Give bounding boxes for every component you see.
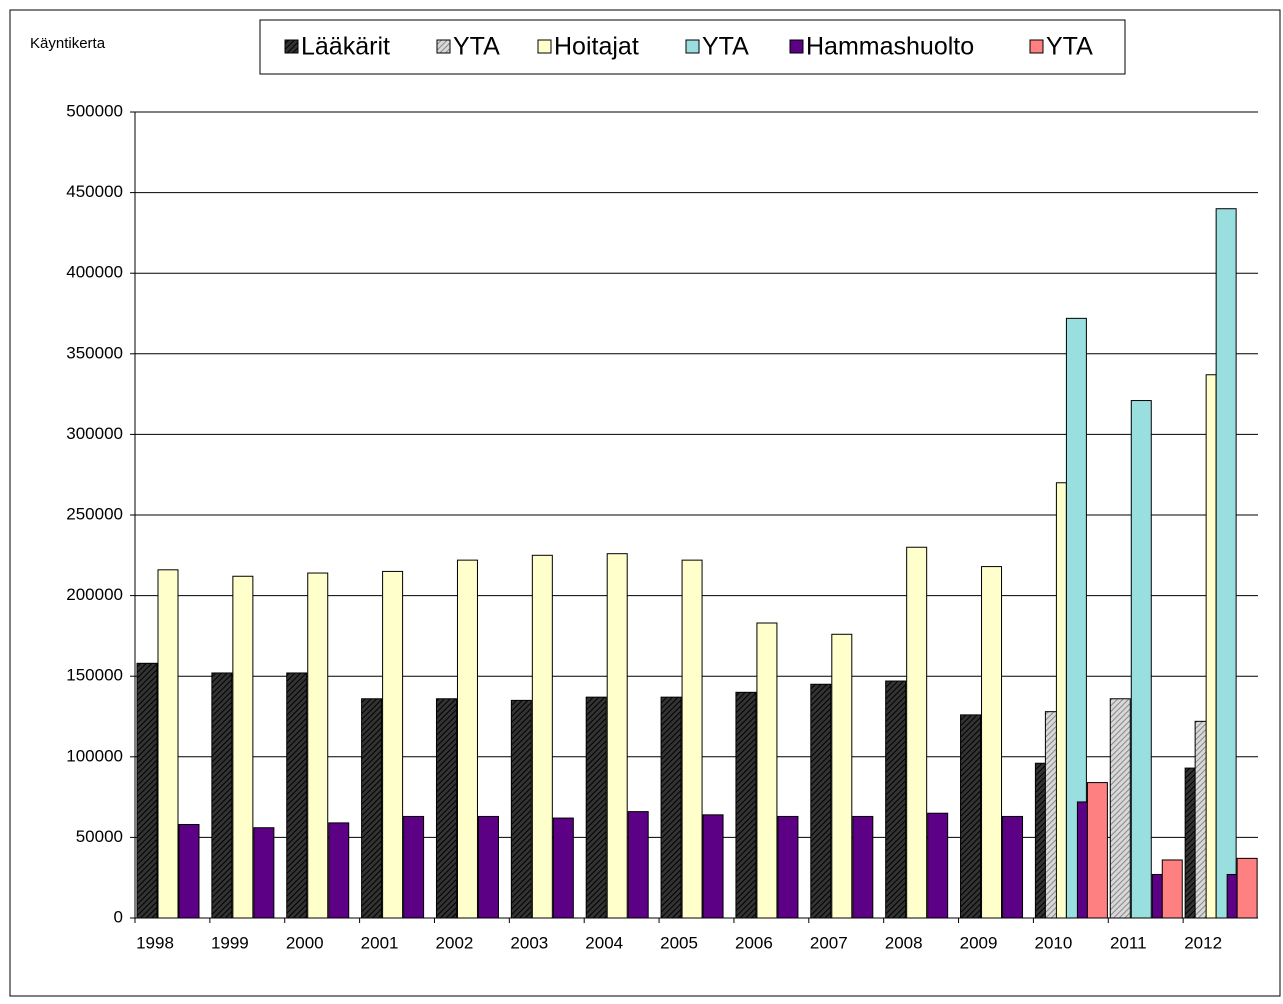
y-tick-label: 0 [114,907,123,926]
x-tick-label: 2004 [585,933,623,952]
bar [1151,873,1163,919]
bar [435,698,457,919]
bar [1065,317,1087,919]
legend-label: YTA [702,33,749,61]
bar [777,815,799,919]
bar [286,672,308,919]
bar [1034,762,1046,919]
y-tick-label: 50000 [76,827,123,846]
bar [157,569,179,919]
bar [1236,857,1258,919]
x-tick-label: 2011 [1110,933,1147,952]
bar [382,570,404,919]
y-tick-label: 200000 [66,585,123,604]
x-tick-label: 2006 [735,933,773,952]
legend-label: YTA [1046,33,1093,61]
y-tick-label: 350000 [66,343,123,362]
x-tick-label: 2007 [810,933,848,952]
bar [681,559,703,919]
y-tick-label: 150000 [66,666,123,685]
bar [1184,767,1196,919]
y-tick-label: 100000 [66,746,123,765]
y-tick-label: 400000 [66,263,123,282]
x-tick-label: 2000 [286,933,324,952]
bar [403,815,425,919]
bar [885,680,907,919]
y-tick-label: 300000 [66,424,123,443]
bar [1109,698,1131,919]
x-tick-label: 2001 [361,933,399,952]
bar [756,622,778,919]
x-tick-label: 2003 [510,933,548,952]
bar [1002,815,1024,919]
bar [1076,801,1088,919]
legend-swatch [284,39,299,54]
bar [531,554,553,919]
bar [136,662,158,919]
legend-swatch [1029,39,1044,54]
y-tick-label: 500000 [66,101,123,120]
bar [361,698,383,919]
bar [307,572,329,919]
y-tick-label: 250000 [66,504,123,523]
bar [810,683,832,919]
bar [585,696,607,919]
x-tick-label: 2002 [436,933,474,952]
bar [927,812,949,919]
legend-label: Hoitajat [554,33,639,61]
bar [456,559,478,919]
bar [510,699,532,919]
legend-label: YTA [453,33,500,61]
bar [660,696,682,919]
bar [1205,374,1217,919]
bar [606,553,628,919]
bar [552,817,574,919]
bar [1130,400,1152,919]
bar [232,575,254,919]
bar [702,814,724,919]
x-tick-label: 1999 [211,933,249,952]
legend-swatch [436,39,451,54]
x-tick-label: 2012 [1184,933,1222,952]
x-tick-label: 2010 [1034,933,1072,952]
legend-label: Hammashuolto [806,33,974,61]
x-tick-label: 2009 [960,933,998,952]
bar [627,811,649,919]
legend-swatch [537,39,552,54]
x-tick-label: 2005 [660,933,698,952]
legend-swatch [685,39,700,54]
bar [906,546,928,919]
bar [960,714,982,919]
bar [735,691,757,919]
bar [981,566,1003,919]
legend-label: Lääkärit [301,33,390,61]
bar [852,815,874,919]
x-tick-label: 2008 [885,933,923,952]
bar [1055,482,1067,919]
bar [328,822,350,919]
bar [831,633,853,919]
bar [477,815,499,919]
y-tick-label: 450000 [66,182,123,201]
bar [1215,208,1237,919]
x-tick-label: 1998 [136,933,174,952]
bar [1161,859,1183,919]
bar [211,672,233,919]
y-axis-label: Käyntikerta [30,35,106,52]
bar [253,827,275,919]
bar [1086,782,1108,919]
bar [178,824,200,919]
bar [1226,873,1238,919]
legend-swatch [789,39,804,54]
